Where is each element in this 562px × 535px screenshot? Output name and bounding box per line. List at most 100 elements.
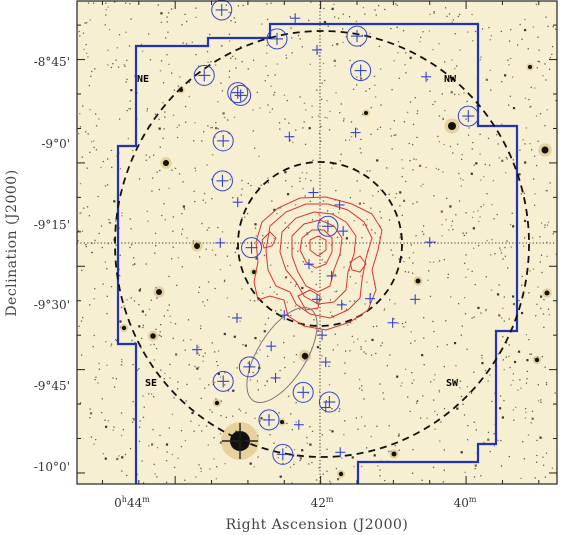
- background-star: [545, 452, 548, 454]
- background-star: [344, 362, 346, 364]
- background-star: [378, 45, 381, 47]
- background-star: [153, 343, 155, 346]
- circled-cross-marker: [241, 237, 263, 259]
- background-star: [374, 9, 376, 11]
- background-star: [98, 118, 100, 120]
- background-star: [530, 86, 532, 89]
- background-star: [388, 450, 390, 453]
- background-star: [219, 433, 222, 435]
- background-star: [528, 292, 530, 294]
- background-star: [315, 479, 318, 481]
- background-star: [202, 199, 204, 201]
- contour-level-6: [309, 235, 327, 257]
- background-star: [529, 353, 531, 355]
- background-star: [379, 126, 382, 129]
- background-star: [480, 56, 482, 58]
- background-star: [293, 335, 295, 337]
- background-star: [398, 434, 400, 437]
- background-star: [138, 368, 140, 370]
- background-star: [299, 308, 301, 311]
- background-star: [445, 320, 447, 322]
- background-star: [384, 479, 386, 482]
- background-star: [449, 205, 452, 208]
- cross-marker: [266, 341, 277, 352]
- background-star: [493, 432, 495, 435]
- background-star: [89, 151, 91, 154]
- background-star: [547, 221, 550, 223]
- background-star: [211, 178, 213, 181]
- background-star: [467, 439, 469, 441]
- background-star: [434, 374, 436, 376]
- background-star: [289, 16, 291, 18]
- background-star: [380, 345, 382, 347]
- background-star: [154, 113, 157, 115]
- circled-cross-marker: [346, 25, 368, 47]
- background-star: [374, 232, 376, 234]
- background-star: [311, 271, 313, 273]
- background-star: [133, 419, 135, 421]
- background-star: [472, 247, 475, 249]
- background-star: [360, 138, 362, 141]
- background-star: [157, 4, 159, 6]
- background-star: [365, 353, 367, 355]
- background-star: [225, 4, 228, 6]
- background-star: [259, 349, 261, 351]
- background-star: [463, 234, 465, 237]
- background-star: [535, 315, 537, 317]
- background-star: [176, 284, 178, 287]
- background-star: [421, 479, 423, 481]
- background-star: [446, 344, 448, 346]
- background-star: [241, 61, 243, 63]
- background-star: [252, 59, 255, 62]
- background-star: [228, 76, 230, 78]
- background-star: [353, 167, 356, 170]
- background-star: [467, 424, 469, 427]
- background-star: [405, 72, 407, 74]
- background-star: [128, 107, 130, 110]
- background-star: [107, 243, 109, 245]
- background-star: [468, 127, 470, 129]
- background-star: [534, 357, 536, 360]
- background-star: [147, 220, 149, 222]
- background-star: [178, 173, 181, 175]
- background-star: [342, 302, 344, 305]
- background-star: [148, 33, 150, 35]
- background-star: [371, 338, 374, 342]
- background-star: [273, 291, 275, 293]
- background-star: [428, 270, 430, 272]
- background-star: [107, 420, 110, 422]
- background-star: [532, 268, 535, 270]
- background-star: [436, 413, 439, 416]
- background-star: [114, 338, 117, 341]
- background-star: [546, 255, 548, 257]
- background-star: [80, 320, 83, 322]
- background-star: [416, 201, 418, 203]
- background-star: [180, 233, 183, 235]
- background-star: [512, 379, 514, 382]
- background-star: [184, 479, 186, 481]
- background-star: [428, 30, 431, 32]
- cross-marker: [290, 13, 301, 24]
- background-star: [252, 109, 254, 111]
- background-star: [132, 401, 134, 403]
- background-star: [423, 317, 425, 319]
- background-star: [523, 237, 526, 239]
- background-star: [242, 343, 244, 346]
- background-star: [311, 430, 314, 432]
- background-star: [223, 116, 226, 119]
- background-star: [140, 43, 143, 46]
- background-star: [149, 381, 151, 383]
- background-star: [451, 225, 453, 227]
- background-star: [308, 127, 311, 130]
- circled-cross-marker: [193, 64, 215, 86]
- background-star: [544, 63, 546, 65]
- background-star: [145, 263, 147, 265]
- background-star: [165, 481, 168, 483]
- background-star: [207, 281, 210, 283]
- background-star: [108, 28, 111, 31]
- background-star: [457, 303, 460, 305]
- background-star: [273, 442, 275, 444]
- background-star: [438, 115, 441, 117]
- background-star: [270, 264, 272, 266]
- background-star: [344, 139, 347, 141]
